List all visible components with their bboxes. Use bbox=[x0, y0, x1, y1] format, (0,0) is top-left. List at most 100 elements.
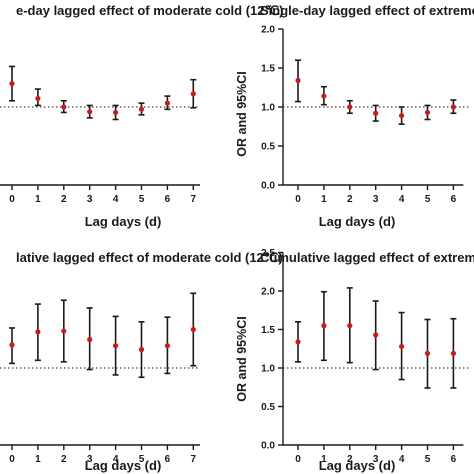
errorbar-point bbox=[424, 318, 431, 389]
x-tick-label: 5 bbox=[139, 454, 145, 465]
estimate-marker bbox=[164, 343, 170, 349]
panel-cumulative-moderate-cold: lative lagged effect of moderate cold (1… bbox=[0, 250, 283, 473]
estimate-marker bbox=[87, 336, 93, 343]
x-tick-label: 1 bbox=[35, 454, 41, 465]
errorbar-point bbox=[320, 85, 327, 106]
x-axis-label: Lag days (d) bbox=[319, 214, 396, 229]
y-axis-label: OR and 95%CI bbox=[235, 316, 249, 401]
errorbar-point bbox=[60, 99, 67, 114]
y-tick-label: 0.5 bbox=[261, 142, 275, 153]
x-tick-label: 0 bbox=[295, 454, 301, 465]
y-tick-label: 0.0 bbox=[261, 441, 275, 452]
errorbar-point bbox=[190, 292, 197, 367]
x-tick-label: 2 bbox=[61, 194, 67, 205]
panel-title: Cumulative lagged effect of extreme co bbox=[260, 250, 474, 265]
x-tick-label: 2 bbox=[61, 454, 67, 465]
x-tick-label: 5 bbox=[139, 194, 145, 205]
estimate-marker bbox=[190, 91, 196, 97]
estimate-marker bbox=[424, 109, 431, 116]
x-tick-label: 4 bbox=[113, 194, 119, 205]
estimate-marker bbox=[9, 81, 15, 87]
errorbar-point bbox=[372, 300, 379, 371]
x-axis-label: Lag days (d) bbox=[85, 214, 162, 229]
x-axis-label: Lag days (d) bbox=[85, 458, 162, 473]
errorbar-point bbox=[112, 315, 119, 376]
errorbar-point bbox=[34, 88, 41, 107]
y-tick-label: 1.5 bbox=[261, 325, 275, 336]
x-tick-label: 6 bbox=[165, 454, 171, 465]
errorbar-point bbox=[138, 102, 145, 116]
x-tick-label: 4 bbox=[113, 454, 119, 465]
estimate-marker bbox=[138, 346, 145, 353]
errorbar-point bbox=[424, 104, 431, 121]
errorbar-point bbox=[450, 317, 457, 389]
y-tick-label: 1.0 bbox=[261, 103, 275, 114]
estimate-marker bbox=[347, 323, 353, 329]
errorbar-point bbox=[86, 104, 93, 119]
errorbar-point bbox=[372, 104, 379, 122]
errorbar-point bbox=[34, 303, 41, 362]
errorbar-point bbox=[295, 320, 301, 363]
panel-title: lative lagged effect of moderate cold (1… bbox=[16, 250, 283, 265]
x-tick-label: 3 bbox=[373, 454, 379, 465]
estimate-marker bbox=[450, 104, 456, 110]
x-tick-label: 5 bbox=[425, 454, 431, 465]
x-tick-label: 7 bbox=[191, 194, 197, 205]
errorbar-point bbox=[295, 59, 301, 103]
estimate-marker bbox=[9, 342, 15, 348]
x-tick-label: 1 bbox=[321, 454, 327, 465]
y-tick-label: 1.0 bbox=[261, 364, 275, 375]
x-tick-label: 0 bbox=[295, 194, 301, 205]
x-tick-label: 3 bbox=[373, 194, 379, 205]
errorbar-point bbox=[190, 78, 197, 109]
x-tick-label: 2 bbox=[347, 194, 353, 205]
y-tick-label: 0.5 bbox=[261, 402, 275, 413]
x-tick-label: 4 bbox=[399, 194, 405, 205]
x-tick-label: 7 bbox=[191, 454, 197, 465]
x-tick-label: 2 bbox=[347, 454, 353, 465]
estimate-marker bbox=[295, 339, 301, 345]
estimate-marker bbox=[295, 77, 301, 84]
estimate-marker bbox=[35, 95, 41, 102]
x-tick-label: 3 bbox=[87, 454, 93, 465]
errorbar-point bbox=[450, 99, 457, 115]
x-tick-label: 0 bbox=[9, 194, 15, 205]
plot-area: 0 1 2 3 4 5 6 7 bbox=[0, 292, 200, 465]
panel-single-day-moderate-cold: e-day lagged effect of moderate cold (12… bbox=[0, 3, 283, 229]
panel-cumulative-extreme-cold: Cumulative lagged effect of extreme co O… bbox=[235, 248, 474, 473]
errorbar-point bbox=[398, 311, 405, 381]
errorbar-point bbox=[9, 65, 15, 102]
errorbar-point bbox=[9, 327, 15, 365]
x-tick-label: 6 bbox=[451, 194, 457, 205]
panel-single-day-extreme-cold: Single-day lagged effect of extreme co O… bbox=[235, 3, 474, 229]
y-tick-label: 2.5 bbox=[261, 248, 275, 259]
errorbar-point bbox=[346, 287, 353, 364]
x-tick-label: 3 bbox=[87, 194, 93, 205]
x-axis-label: Lag days (d) bbox=[319, 458, 396, 473]
plot-area: 0.0 0.5 1.0 1.5 2.0 2.5 0 1 2 3 4 5 6 bbox=[261, 248, 470, 465]
x-tick-label: 4 bbox=[399, 454, 405, 465]
y-tick-label: 2.0 bbox=[261, 25, 275, 36]
errorbar-point bbox=[86, 307, 93, 371]
errorbar-point bbox=[138, 320, 145, 379]
estimate-marker bbox=[321, 93, 327, 99]
estimate-marker bbox=[347, 104, 353, 110]
plot-area: 0 1 2 3 4 5 6 7 bbox=[0, 65, 200, 205]
x-tick-label: 1 bbox=[321, 194, 327, 205]
errorbar-point bbox=[164, 316, 171, 375]
estimate-marker bbox=[113, 343, 119, 349]
errorbar-point bbox=[164, 95, 171, 111]
estimate-marker bbox=[164, 100, 170, 106]
estimate-marker bbox=[87, 109, 93, 115]
estimate-marker bbox=[399, 112, 405, 119]
errorbar-point bbox=[398, 106, 405, 125]
plot-area: 0.0 0.5 1.0 1.5 2.0 0 1 2 3 4 5 6 bbox=[261, 25, 470, 205]
x-tick-label: 6 bbox=[165, 194, 171, 205]
errorbar-point bbox=[112, 104, 119, 121]
y-tick-label: 2.0 bbox=[261, 287, 275, 298]
errorbar-point bbox=[346, 99, 353, 115]
estimate-marker bbox=[35, 329, 41, 335]
estimate-marker bbox=[424, 350, 431, 356]
estimate-marker bbox=[399, 343, 405, 350]
